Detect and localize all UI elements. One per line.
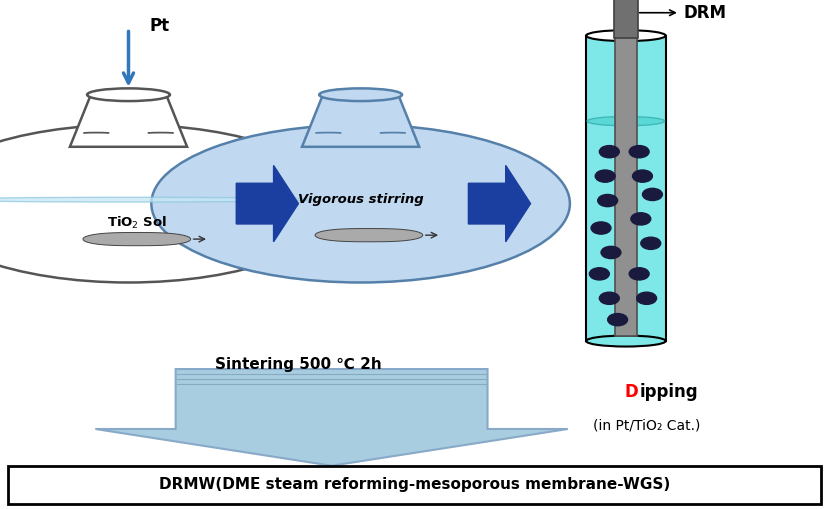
- Circle shape: [607, 314, 627, 326]
- Circle shape: [600, 246, 620, 259]
- Circle shape: [597, 194, 617, 207]
- Ellipse shape: [87, 89, 170, 101]
- Text: Pt: Pt: [149, 17, 169, 35]
- Text: ipping: ipping: [639, 383, 698, 401]
- Text: (in Pt/TiO₂ Cat.): (in Pt/TiO₂ Cat.): [592, 418, 700, 432]
- Text: DRMW(DME steam reforming-mesoporous membrane-WGS): DRMW(DME steam reforming-mesoporous memb…: [159, 477, 669, 492]
- Circle shape: [628, 146, 648, 158]
- Circle shape: [640, 237, 660, 249]
- Circle shape: [630, 213, 650, 225]
- Polygon shape: [315, 229, 422, 242]
- Circle shape: [589, 268, 609, 280]
- FancyArrow shape: [468, 165, 530, 242]
- Circle shape: [628, 268, 648, 280]
- Ellipse shape: [319, 89, 402, 101]
- Text: DRM: DRM: [683, 4, 726, 22]
- Polygon shape: [301, 95, 419, 147]
- Circle shape: [636, 292, 656, 304]
- FancyArrow shape: [236, 165, 298, 242]
- Circle shape: [599, 146, 619, 158]
- Circle shape: [642, 188, 662, 201]
- Ellipse shape: [0, 197, 312, 202]
- Circle shape: [590, 222, 610, 234]
- Circle shape: [595, 170, 614, 182]
- Text: D: D: [623, 383, 638, 401]
- Bar: [613, 0, 638, 38]
- Bar: [614, 0, 636, 336]
- Ellipse shape: [586, 117, 664, 126]
- Text: Sintering 500 ℃ 2h: Sintering 500 ℃ 2h: [214, 357, 382, 372]
- Polygon shape: [70, 95, 187, 147]
- Ellipse shape: [152, 125, 569, 282]
- FancyBboxPatch shape: [8, 466, 820, 504]
- Ellipse shape: [585, 30, 665, 41]
- Polygon shape: [95, 369, 567, 466]
- Text: TiO$_2$ Sol: TiO$_2$ Sol: [107, 215, 166, 232]
- Circle shape: [632, 170, 652, 182]
- Ellipse shape: [585, 335, 665, 347]
- Circle shape: [599, 292, 619, 304]
- Text: Vigorous stirring: Vigorous stirring: [297, 193, 423, 206]
- Bar: [585, 36, 665, 341]
- Ellipse shape: [0, 125, 337, 282]
- Polygon shape: [83, 233, 190, 246]
